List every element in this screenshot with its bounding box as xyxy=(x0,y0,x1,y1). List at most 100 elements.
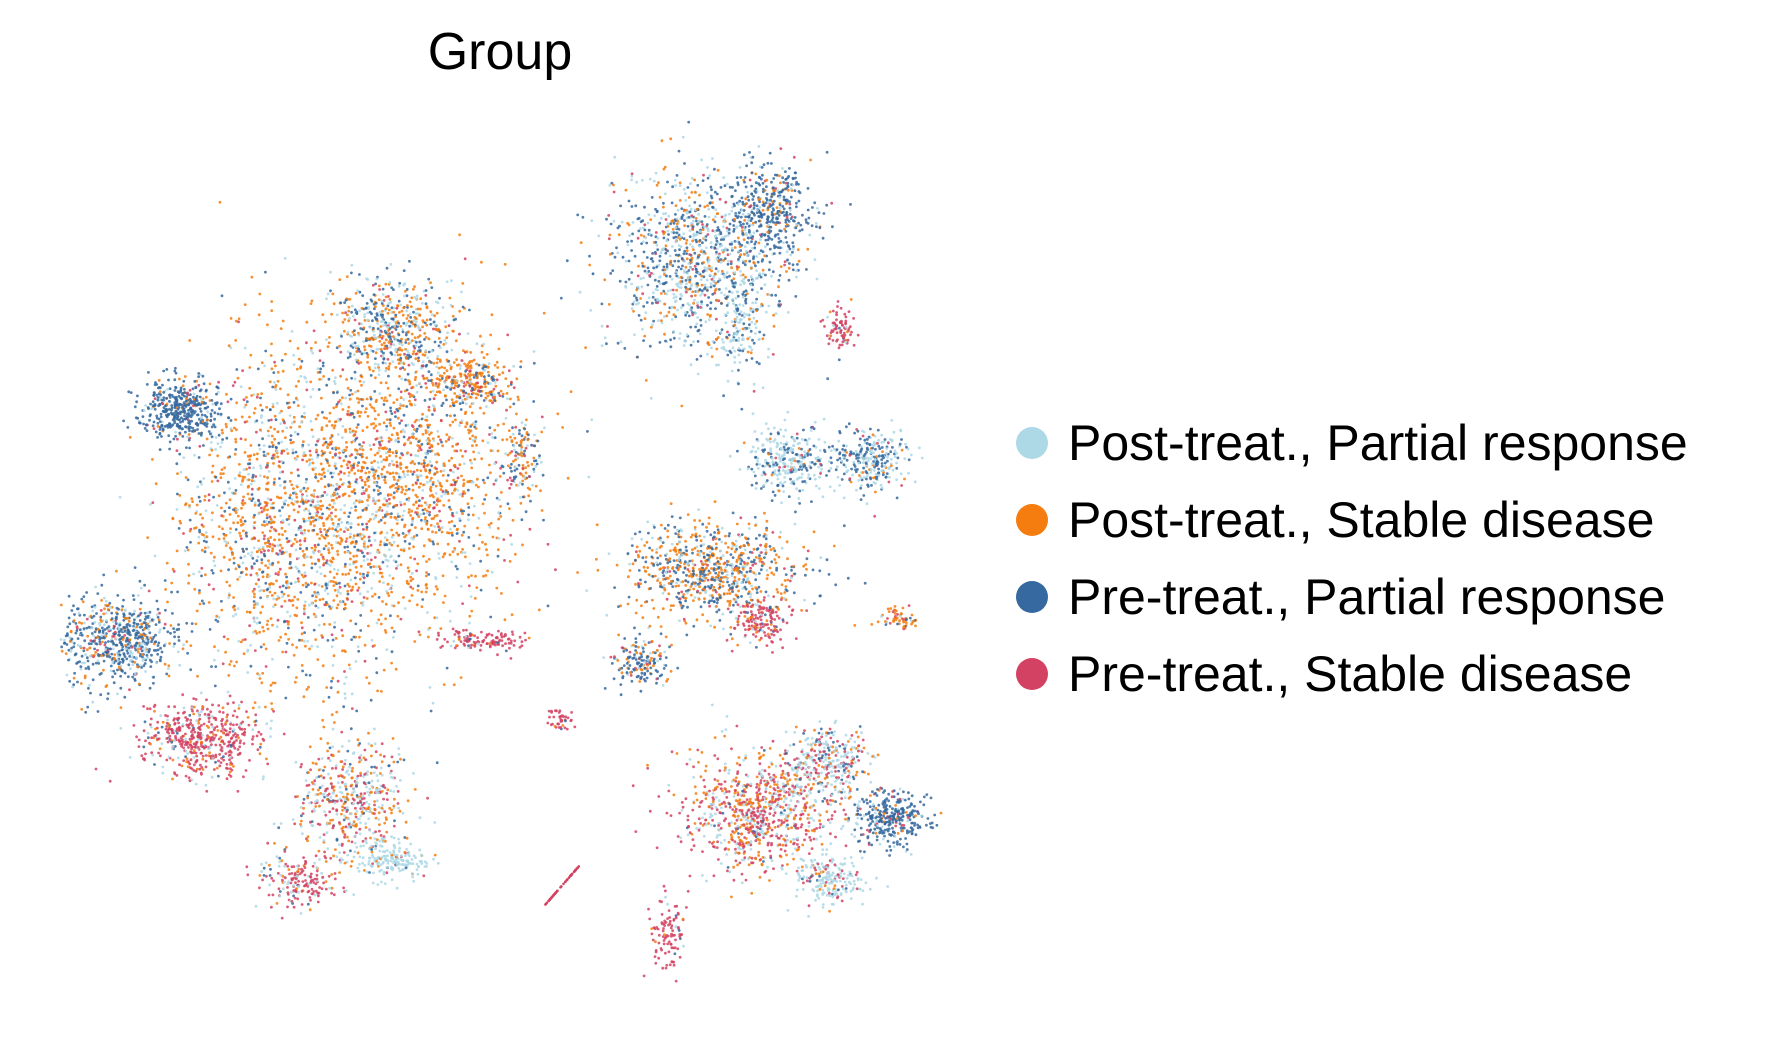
scatter-point xyxy=(318,598,322,602)
scatter-point xyxy=(342,493,346,496)
scatter-point xyxy=(414,501,418,504)
scatter-point xyxy=(191,724,194,727)
scatter-point xyxy=(425,438,429,442)
scatter-point xyxy=(384,410,388,414)
scatter-point xyxy=(287,523,291,526)
scatter-point xyxy=(157,641,161,645)
scatter-point xyxy=(273,381,276,384)
scatter-point xyxy=(341,396,344,400)
scatter-point xyxy=(399,617,403,621)
scatter-point xyxy=(290,483,294,487)
scatter-point xyxy=(294,548,298,552)
scatter-point xyxy=(386,470,389,474)
scatter-point xyxy=(143,662,147,665)
scatter-point xyxy=(177,635,181,639)
scatter-point xyxy=(341,368,345,372)
scatter-point xyxy=(336,487,340,491)
scatter-point xyxy=(200,482,204,486)
scatter-point xyxy=(373,366,377,370)
scatter-point xyxy=(420,344,423,348)
scatter-point xyxy=(330,543,333,547)
scatter-point xyxy=(271,405,275,409)
scatter-point xyxy=(418,340,422,344)
scatter-point xyxy=(458,402,462,405)
scatter-point xyxy=(145,611,149,615)
scatter-point xyxy=(106,608,110,611)
scatter-point xyxy=(270,434,274,438)
scatter-point xyxy=(330,312,333,316)
scatter-point xyxy=(450,520,454,523)
scatter-point xyxy=(228,755,232,759)
scatter-point xyxy=(458,493,462,496)
scatter-point xyxy=(158,448,162,451)
scatter-point xyxy=(80,707,84,711)
scatter-point xyxy=(360,466,364,470)
scatter-point xyxy=(119,726,123,730)
scatter-point xyxy=(214,743,218,747)
scatter-point xyxy=(373,409,377,413)
scatter-point xyxy=(272,597,276,601)
scatter-point xyxy=(372,426,376,430)
scatter-point xyxy=(252,516,256,519)
scatter-point xyxy=(481,540,484,544)
scatter-point xyxy=(386,418,389,421)
scatter-point xyxy=(399,367,402,371)
scatter-point xyxy=(428,479,432,483)
scatter-point xyxy=(283,599,287,603)
scatter-point xyxy=(308,512,312,516)
scatter-point xyxy=(417,345,421,349)
scatter-point xyxy=(495,477,498,481)
scatter-point xyxy=(84,667,88,670)
scatter-point xyxy=(348,511,352,515)
scatter-point xyxy=(394,454,398,458)
scatter-point xyxy=(435,503,439,507)
scatter-point xyxy=(509,533,512,537)
scatter-point xyxy=(451,550,455,554)
scatter-point xyxy=(352,464,355,468)
scatter-point xyxy=(455,532,459,535)
scatter-point xyxy=(339,350,343,354)
scatter-point xyxy=(497,517,501,521)
scatter-point xyxy=(364,306,368,310)
scatter-point xyxy=(506,333,510,337)
scatter-point xyxy=(109,647,112,651)
scatter-point xyxy=(302,695,306,699)
scatter-point xyxy=(224,544,228,547)
scatter-point xyxy=(219,402,223,406)
scatter-point xyxy=(436,357,439,361)
scatter-point xyxy=(194,396,198,400)
scatter-point xyxy=(171,567,175,571)
scatter-point xyxy=(373,592,377,596)
scatter-point xyxy=(424,336,428,339)
scatter-point xyxy=(396,416,400,420)
scatter-point xyxy=(285,581,288,584)
scatter-point xyxy=(458,539,461,543)
scatter-point xyxy=(111,639,114,643)
scatter-point xyxy=(189,540,192,544)
scatter-point xyxy=(347,480,351,484)
scatter-point xyxy=(353,353,356,356)
scatter-point xyxy=(391,471,395,475)
scatter-point xyxy=(120,608,124,612)
scatter-point xyxy=(238,474,242,478)
scatter-point xyxy=(354,437,358,441)
scatter-point xyxy=(264,465,268,469)
scatter-point xyxy=(271,520,274,524)
scatter-point xyxy=(311,594,314,598)
scatter-point xyxy=(237,736,241,740)
scatter-point xyxy=(451,514,455,518)
scatter-point xyxy=(383,515,387,518)
scatter-point xyxy=(235,723,239,726)
scatter-point xyxy=(123,608,127,612)
scatter-point xyxy=(439,469,443,473)
scatter-point xyxy=(462,349,465,352)
scatter-point xyxy=(171,777,174,781)
scatter-point xyxy=(333,625,336,629)
scatter-point xyxy=(157,618,161,622)
scatter-point xyxy=(428,471,431,475)
scatter-point xyxy=(402,404,405,408)
scatter-point xyxy=(356,516,360,520)
scatter-point xyxy=(448,423,452,427)
scatter-point xyxy=(269,498,273,502)
scatter-point xyxy=(262,643,266,646)
